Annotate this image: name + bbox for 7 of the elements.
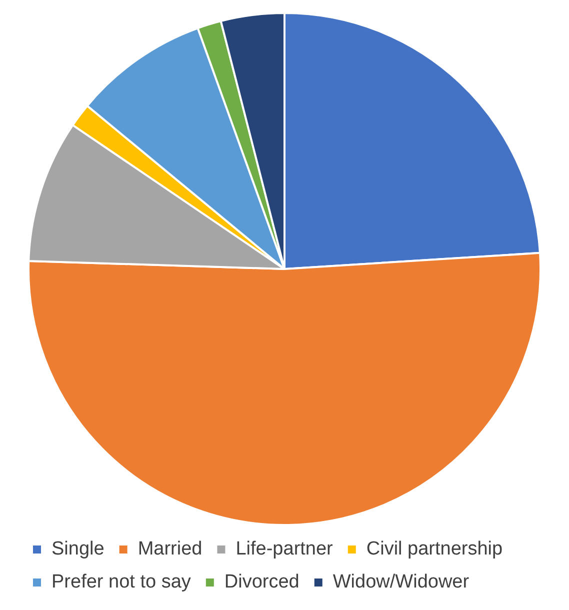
legend-label: Married (138, 538, 202, 560)
legend-label: Life-partner (236, 538, 334, 560)
legend-label: Single (52, 538, 104, 560)
legend-label: Widow/Widower (332, 572, 470, 593)
legend-label: Prefer not to say (52, 572, 192, 593)
legend-label: Civil partnership (366, 538, 503, 560)
legend-label: Divorced (224, 572, 300, 593)
